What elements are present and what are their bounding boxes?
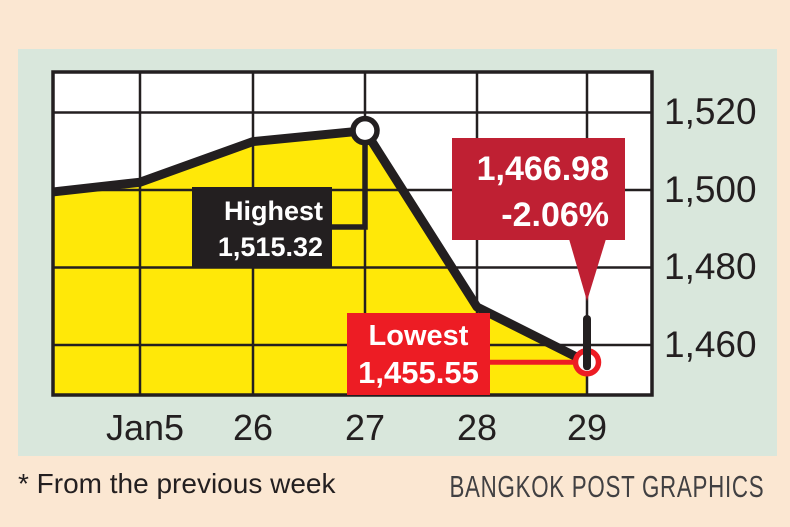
highest-marker bbox=[350, 115, 380, 146]
lowest-value: 1,455.55 bbox=[358, 355, 479, 390]
latest-callout-pointer bbox=[569, 239, 606, 301]
highest-callout: Highest 1,515.32 bbox=[192, 187, 332, 267]
latest-close-callout: 1,466.98 -2.06% bbox=[452, 138, 625, 240]
source-credit: BANGKOK POST GRAPHICS bbox=[449, 469, 764, 504]
y-axis-label: 1,500 bbox=[664, 169, 757, 210]
x-axis-label: 26 bbox=[232, 407, 274, 448]
highest-connector bbox=[332, 134, 368, 230]
lowest-label: Lowest bbox=[368, 320, 469, 352]
data-line bbox=[52, 126, 590, 367]
latest-close-change: -2.06% bbox=[501, 196, 609, 234]
highest-label: Highest bbox=[223, 196, 323, 226]
x-axis-label: 27 bbox=[344, 407, 386, 448]
plot-border bbox=[51, 70, 654, 397]
x-axis-label: 28 bbox=[456, 407, 498, 448]
y-axis-label: 1,460 bbox=[664, 324, 757, 365]
highest-value: 1,515.32 bbox=[217, 232, 323, 262]
x-axis-label: 29 bbox=[566, 407, 608, 448]
footnote: * From the previous week bbox=[18, 468, 336, 499]
x-axis-label: Jan5 bbox=[105, 407, 185, 448]
lowest-callout: Lowest 1,455.55 bbox=[347, 313, 490, 395]
y-axis-label: 1,520 bbox=[664, 91, 757, 132]
y-axis-label: 1,480 bbox=[664, 246, 757, 287]
latest-close-value: 1,466.98 bbox=[476, 150, 609, 188]
